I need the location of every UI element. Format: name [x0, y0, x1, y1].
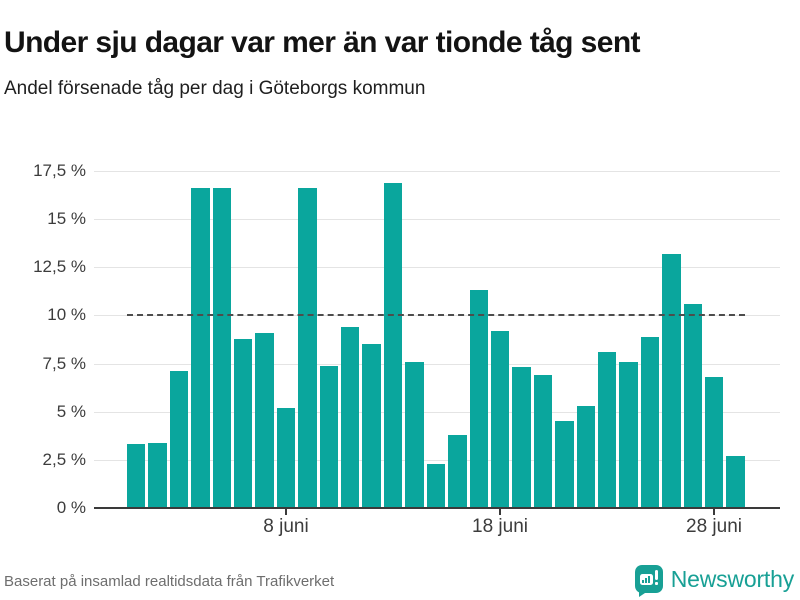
x-tick-label: 8 juni [263, 516, 309, 537]
bar-4-juni [191, 188, 210, 508]
bar-9-juni [298, 188, 317, 508]
y-tick-label: 10 % [47, 305, 86, 325]
plot-area [94, 171, 780, 515]
x-tick-label: 28 juni [686, 516, 742, 537]
bar-29-juni [726, 456, 745, 508]
bar-28-juni [704, 377, 724, 508]
bar-25-juni [640, 336, 660, 508]
gridline [94, 411, 780, 413]
bar-21-juni [555, 421, 574, 508]
y-tick-label: 0 % [56, 498, 86, 517]
gridline [94, 171, 780, 172]
x-axis-line [94, 507, 780, 509]
y-tick-label: 7,5 % [42, 353, 86, 373]
bar-26-juni [662, 253, 681, 508]
bar-10-juni [319, 365, 339, 508]
gridline [94, 267, 780, 269]
newsworthy-branding: Newsworthy [634, 563, 794, 597]
bar-27-juni [683, 303, 702, 508]
brand-wordmark: Newsworthy [670, 565, 794, 592]
bar-17-juni [469, 290, 488, 508]
bar-1-juni [127, 444, 146, 508]
gridline [94, 219, 780, 221]
bar-16-juni [448, 434, 467, 508]
bar-18-juni [490, 330, 510, 508]
bar-2-juni [148, 442, 167, 508]
bar-22-juni [576, 405, 595, 508]
y-tick-label: 12,5 % [33, 257, 86, 277]
bar-8-juni [276, 407, 296, 508]
source-note: Baserat på insamlad realtidsdata från Tr… [4, 573, 335, 590]
bar-14-juni [405, 361, 424, 508]
bar-3-juni [169, 371, 189, 508]
bar-12-juni [362, 344, 381, 508]
x-tick-mark [499, 508, 501, 515]
bar-7-juni [255, 332, 274, 508]
y-tick-label: 17,5 % [33, 161, 86, 180]
speech-bubble-tail [638, 591, 648, 597]
bar-13-juni [383, 182, 403, 508]
bar-6-juni [234, 338, 253, 508]
bar-19-juni [512, 367, 531, 508]
gridline [94, 459, 780, 461]
mini-bar-chart-icon [639, 574, 653, 585]
bar-15-juni [426, 463, 446, 508]
x-tick-label: 18 juni [472, 516, 528, 537]
x-tick-mark [285, 508, 287, 515]
chart-title: Under sju dagar var mer än var tionde tå… [4, 26, 641, 60]
x-tick-mark [713, 508, 715, 515]
newsworthy-logo-icon [634, 565, 663, 597]
y-tick-label: 2,5 % [42, 449, 86, 469]
reference-line-10pct [127, 314, 745, 317]
gridline [94, 363, 780, 365]
bar-11-juni [341, 326, 360, 508]
y-tick-label: 5 % [56, 401, 86, 421]
bar-5-juni [212, 188, 232, 508]
exclamation-mark-icon [654, 570, 658, 580]
bar-20-juni [533, 375, 553, 508]
y-tick-label: 15 % [47, 209, 86, 229]
chart-subtitle: Andel försenade tåg per dag i Göteborgs … [4, 78, 426, 99]
bar-24-juni [619, 361, 638, 508]
bar-series [127, 171, 745, 508]
exclamation-dot-icon [654, 582, 658, 585]
bar-23-juni [597, 352, 617, 508]
